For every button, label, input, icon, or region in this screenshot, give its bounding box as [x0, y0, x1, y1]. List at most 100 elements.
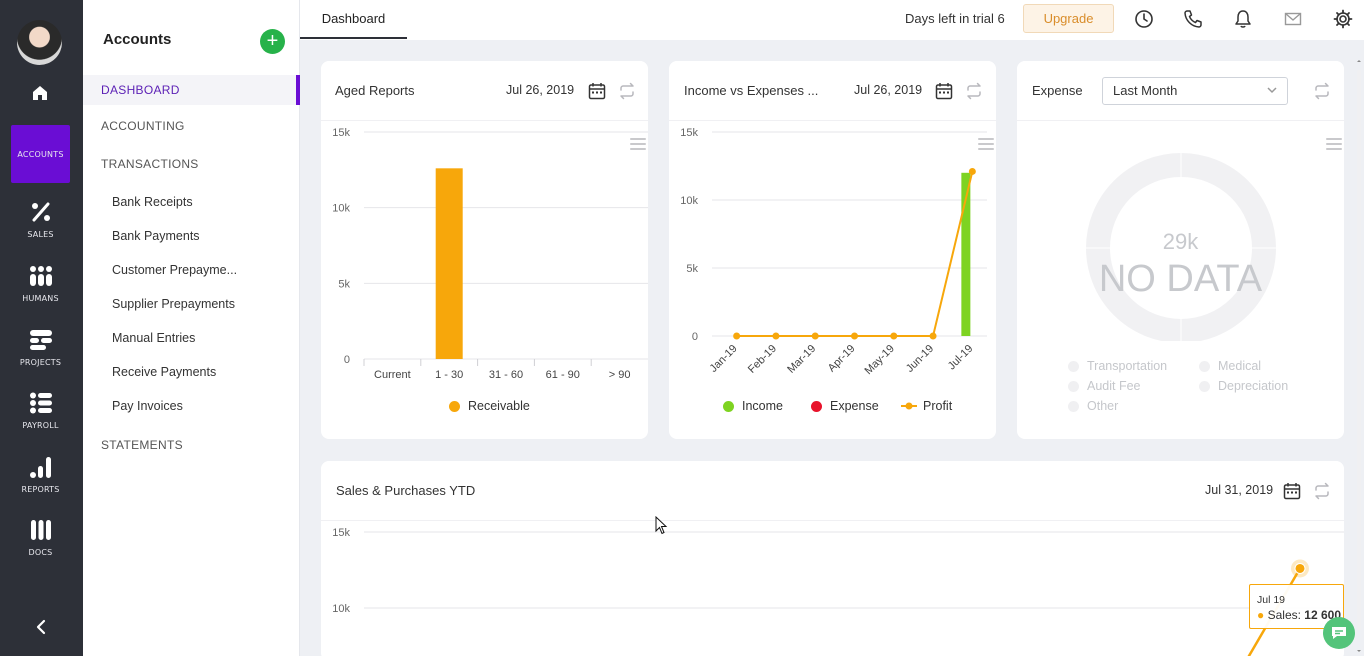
sidebar-item-receive-payments[interactable]: Receive Payments: [112, 365, 217, 379]
rail-item-projects[interactable]: PROJECTS: [11, 318, 70, 376]
rail-item-accounts[interactable]: ACCOUNTS: [11, 125, 70, 183]
sidebar-item-manual-entries[interactable]: Manual Entries: [112, 331, 196, 345]
legend-medical[interactable]: Medical: [1199, 359, 1261, 373]
tooltip-label: Sales:: [1267, 608, 1301, 622]
tab-dashboard[interactable]: Dashboard: [300, 0, 407, 39]
card-title: Expense: [1032, 83, 1083, 98]
chart-menu-icon[interactable]: [1326, 138, 1342, 150]
rail-item-sales[interactable]: SALES: [11, 190, 70, 248]
point-profit: [929, 332, 937, 340]
bell-icon[interactable]: [1231, 7, 1255, 31]
calendar-icon[interactable]: [586, 80, 608, 102]
x-tick-label: Apr-19: [826, 343, 858, 375]
rail-item-label: SALES: [27, 229, 54, 239]
refresh-icon[interactable]: [616, 80, 638, 102]
sidebar-item-pay-invoices[interactable]: Pay Invoices: [112, 399, 183, 413]
legend-label: Transportation: [1087, 359, 1168, 373]
legend-audit-fee[interactable]: Audit Fee: [1068, 379, 1141, 393]
sidebar-item-customer-prepayments[interactable]: Customer Prepayme...: [112, 263, 238, 277]
x-tick-label: Current: [374, 369, 411, 381]
legend-label: Other: [1087, 399, 1119, 413]
calendar-icon[interactable]: [1281, 480, 1303, 502]
sidebar-item-dashboard[interactable]: DASHBOARD: [83, 75, 300, 105]
x-tick-label: > 90: [609, 369, 631, 381]
calendar-icon[interactable]: [933, 80, 955, 102]
phone-icon[interactable]: [1181, 7, 1205, 31]
upgrade-button[interactable]: Upgrade: [1023, 4, 1114, 33]
y-tick-label: 5k: [686, 263, 698, 275]
chat-icon[interactable]: [1323, 617, 1355, 649]
mail-icon[interactable]: [1281, 7, 1305, 31]
card-date: Jul 26, 2019: [506, 83, 575, 97]
chart-menu-icon[interactable]: [978, 138, 994, 150]
rail-item-reports[interactable]: REPORTS: [11, 445, 70, 503]
refresh-icon[interactable]: [963, 80, 985, 102]
trial-status: Days left in trial 6: [905, 11, 1005, 26]
refresh-icon[interactable]: [1311, 480, 1333, 502]
legend-other[interactable]: Other: [1068, 399, 1118, 413]
top-bar: Dashboard Days left in trial 6 Upgrade: [300, 0, 1364, 40]
y-tick-label: 15k: [680, 127, 698, 139]
rail-item-label: DOCS: [28, 547, 53, 557]
rail-item-label: PAYROLL: [22, 420, 59, 430]
point-profit: [968, 167, 976, 175]
sidebar-item-bank-receipts[interactable]: Bank Receipts: [112, 195, 193, 209]
refresh-icon[interactable]: [1311, 80, 1333, 102]
card-title: Income vs Expenses ...: [684, 83, 819, 98]
sidebar-item-supplier-prepayments[interactable]: Supplier Prepayments: [112, 297, 235, 311]
legend-dot: [811, 400, 822, 412]
legend-profit[interactable]: Profit: [901, 399, 952, 413]
rail-item-label: ACCOUNTS: [17, 149, 64, 159]
sidebar-item-accounting[interactable]: ACCOUNTING: [101, 119, 185, 133]
rail-item-docs[interactable]: DOCS: [11, 508, 70, 566]
no-data-label: NO DATA: [1098, 258, 1263, 300]
legend-dot: [1068, 380, 1079, 392]
legend-label: Receivable: [468, 399, 530, 413]
chevron-down-icon: [1267, 87, 1277, 94]
legend-dot: [1199, 360, 1210, 372]
expense-donut: [1086, 153, 1276, 341]
y-tick-label: 5k: [338, 278, 350, 290]
expense-card: Expense Last Month 29k NO DATA Transport…: [1017, 61, 1344, 439]
period-select[interactable]: Last Month: [1102, 77, 1288, 105]
sidebar-item-statements[interactable]: STATEMENTS: [101, 438, 183, 452]
page-scrollbar[interactable]: [1356, 60, 1362, 656]
card-header: Sales & Purchases YTD Jul 31, 2019: [321, 461, 1344, 521]
y-tick-label: 10k: [332, 203, 350, 215]
expense-total: 29k: [1162, 229, 1199, 254]
avatar[interactable]: [17, 20, 62, 65]
card-header: Income vs Expenses ... Jul 26, 2019: [669, 61, 996, 121]
legend-dot: [1068, 400, 1079, 412]
sidebar-item-bank-payments[interactable]: Bank Payments: [112, 229, 200, 243]
legend-line-marker: [901, 402, 917, 410]
mouse-cursor-icon: [655, 516, 668, 535]
income-expenses-card: Income vs Expenses ... Jul 26, 2019 0 5k 1…: [669, 61, 996, 439]
home-icon[interactable]: [29, 82, 51, 104]
payroll-icon: [29, 391, 53, 415]
tooltip-bullet: ●: [1257, 608, 1265, 622]
card-header: Expense Last Month: [1017, 61, 1344, 121]
legend-dot: [723, 400, 734, 412]
legend-dot: [449, 400, 460, 412]
sidebar-item-transactions[interactable]: TRANSACTIONS: [101, 157, 199, 171]
point-profit: [811, 332, 819, 340]
legend-expense[interactable]: Expense: [811, 399, 879, 413]
legend-receivable[interactable]: Receivable: [449, 399, 530, 413]
rail-item-humans[interactable]: HUMANS: [11, 254, 70, 312]
people-icon: [29, 264, 53, 288]
add-icon[interactable]: +: [260, 29, 285, 54]
legend-income[interactable]: Income: [723, 399, 783, 413]
clock-icon[interactable]: [1132, 7, 1156, 31]
legend-transportation[interactable]: Transportation: [1068, 359, 1167, 373]
legend-depreciation[interactable]: Depreciation: [1199, 379, 1288, 393]
chart-menu-icon[interactable]: [630, 138, 646, 150]
chevron-left-icon[interactable]: [30, 614, 52, 640]
gear-icon[interactable]: [1331, 7, 1355, 31]
x-tick-label: May-19: [862, 343, 896, 377]
legend-dot: [1199, 380, 1210, 392]
rail-item-payroll[interactable]: PAYROLL: [11, 381, 70, 439]
bar-chart-icon: [29, 455, 53, 479]
legend-label: Medical: [1218, 359, 1262, 373]
card-title: Aged Reports: [335, 83, 415, 98]
